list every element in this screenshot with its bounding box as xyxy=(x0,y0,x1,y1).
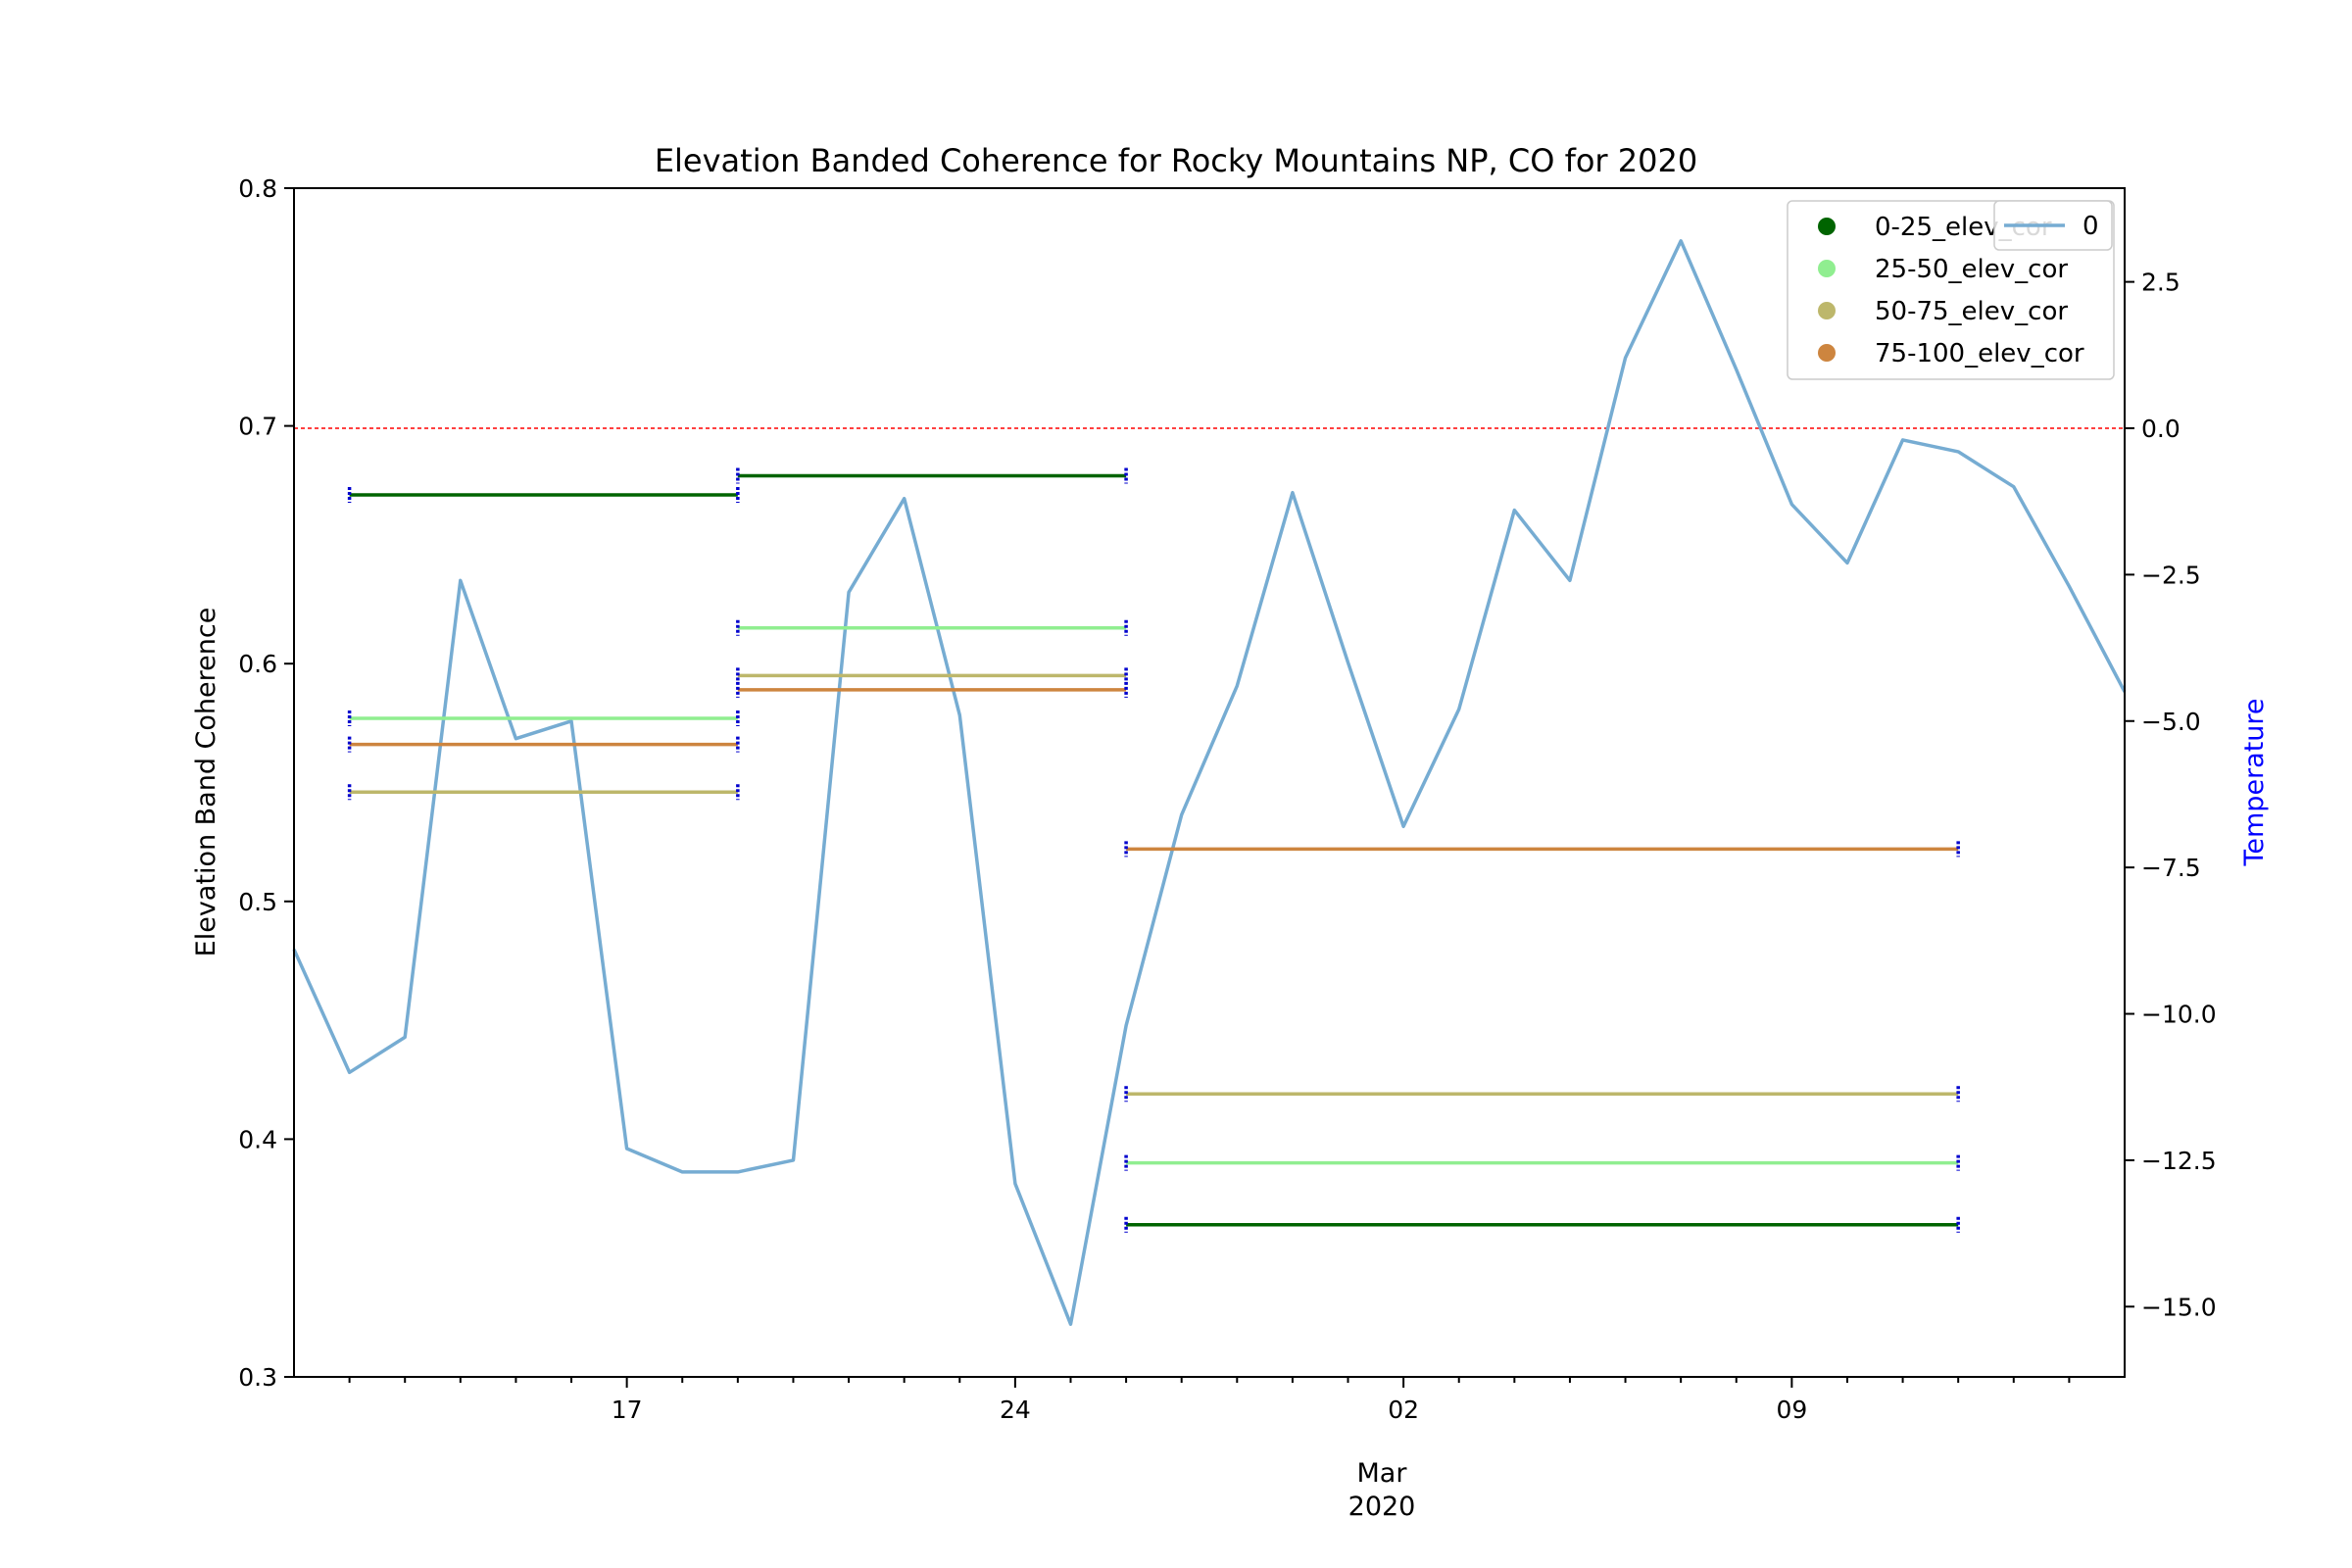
y-tick-label: 0.8 xyxy=(238,174,277,203)
legend-marker xyxy=(1818,260,1836,277)
y-tick-label: 0.6 xyxy=(238,650,277,678)
y-axis-left: 0.3 0.4 0.5 0.6 0.7 0.8 xyxy=(238,174,294,1392)
x-tick-label: 24 xyxy=(1000,1396,1031,1424)
y2-tick-label: −5.0 xyxy=(2141,708,2201,736)
x-tick-label: 17 xyxy=(612,1396,643,1424)
y2-tick-label: −12.5 xyxy=(2141,1147,2217,1175)
x-tick-label: 02 xyxy=(1388,1396,1419,1424)
y-tick-label: 0.4 xyxy=(238,1125,277,1153)
y-tick-label: 0.5 xyxy=(238,888,277,916)
y-axis-label: Elevation Band Coherence xyxy=(191,608,221,957)
legend-marker xyxy=(1818,218,1836,235)
legend-label: 0 xyxy=(2082,212,2099,241)
y-tick-label: 0.3 xyxy=(238,1363,277,1392)
y2-tick-label: −15.0 xyxy=(2141,1293,2217,1321)
x-axis-month-label: Mar xyxy=(1357,1458,1408,1489)
chart-title: Elevation Banded Coherence for Rocky Mou… xyxy=(655,142,1697,179)
y2-tick-label: −7.5 xyxy=(2141,854,2201,882)
y-tick-label: 0.7 xyxy=(238,413,277,441)
y2-axis-label: Temperature xyxy=(2239,698,2270,866)
y2-tick-label: −2.5 xyxy=(2141,561,2201,589)
x-axis-year-label: 2020 xyxy=(1348,1492,1416,1522)
x-tick-label: 09 xyxy=(1776,1396,1807,1424)
y-axis-right: 2.5 0.0 −2.5 −5.0 −7.5 −10.0 −12.5 −15.0 xyxy=(2125,269,2217,1321)
plot-frame xyxy=(293,187,2126,1378)
temperature-layer xyxy=(292,239,2127,1326)
legend-marker xyxy=(1818,302,1836,319)
legend-label: 75-100_elev_cor xyxy=(1875,339,2084,368)
y2-tick-label: 2.5 xyxy=(2141,269,2180,297)
bands-layer xyxy=(347,467,1960,1233)
y2-tick-label: 0.0 xyxy=(2141,415,2180,443)
legend-label: 50-75_elev_cor xyxy=(1875,297,2068,326)
temperature-series-line xyxy=(292,239,2127,1326)
legend-temperature: 0 xyxy=(1993,200,2113,251)
x-axis: 17 24 02 09 xyxy=(348,1377,2071,1424)
legend-label: 25-50_elev_cor xyxy=(1875,255,2068,284)
y2-tick-label: −10.0 xyxy=(2141,1001,2217,1029)
legend-marker xyxy=(1818,344,1836,362)
